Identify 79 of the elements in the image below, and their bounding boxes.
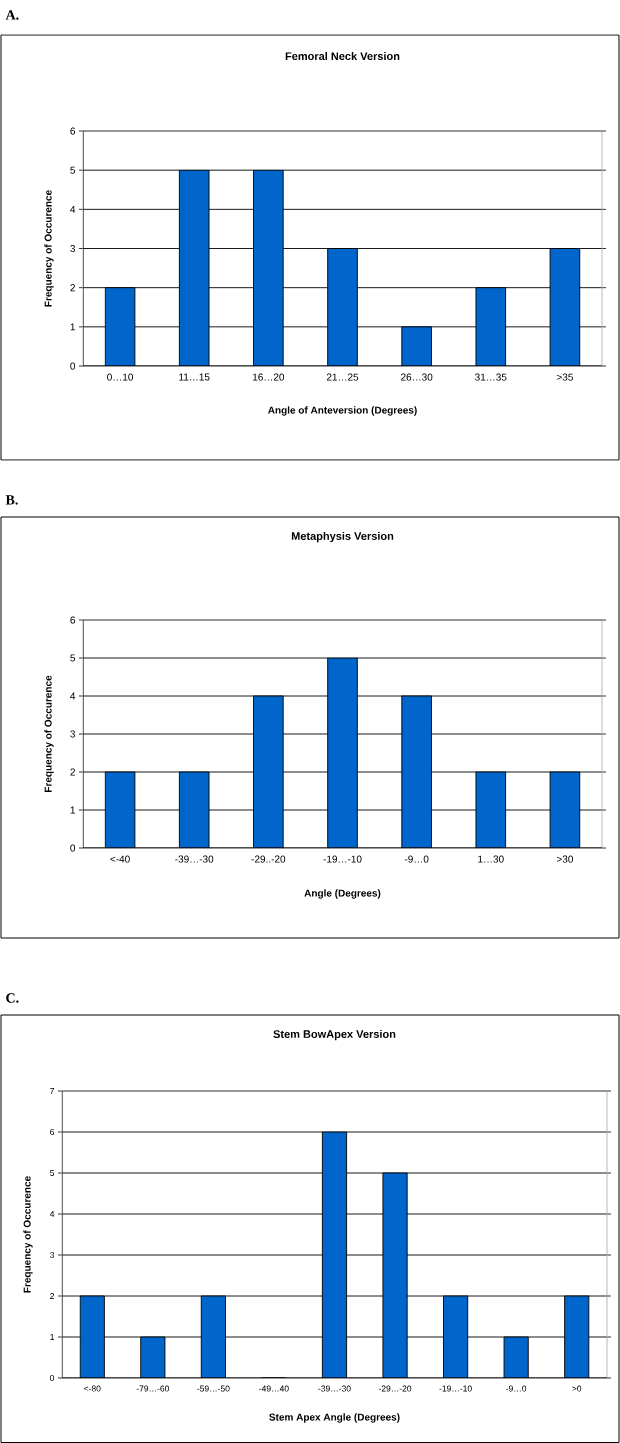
x-tick-label: >0: [572, 1385, 582, 1392]
bar: [327, 248, 358, 367]
y-tick-label: 6: [50, 1129, 55, 1136]
x-tick-label: 0…10: [107, 373, 134, 381]
bar: [253, 695, 284, 849]
y-tick-label: 1: [70, 323, 75, 331]
y-tick-label: 2: [70, 284, 75, 292]
y-tick-label: 3: [70, 730, 76, 738]
x-tick-label: 16…20: [253, 373, 285, 381]
y-tick-label: 0: [50, 1375, 55, 1382]
y-tick-label: 4: [70, 205, 76, 213]
bar: [200, 1295, 226, 1379]
x-tick-label: <-40: [110, 855, 130, 863]
y-tick-label: 4: [49, 1211, 55, 1217]
bar: [443, 1295, 469, 1379]
bar: [104, 771, 136, 849]
bar: [564, 1295, 590, 1379]
x-tick-label: -29…-20: [378, 1385, 412, 1392]
bar: [401, 695, 432, 849]
x-axis-title: Angle (Degrees): [304, 889, 381, 899]
y-tick-label: 4: [70, 692, 76, 700]
y-tick-label: 0: [70, 362, 76, 370]
y-tick-label: 0: [70, 844, 76, 852]
bar: [549, 248, 581, 367]
x-tick-label: -9…0: [506, 1385, 527, 1392]
y-tick-label: 6: [70, 127, 76, 135]
x-tick-label: -29..-20: [251, 855, 286, 863]
y-axis-title: Frequency of Occurence: [44, 675, 54, 792]
bar: [327, 657, 358, 849]
bar: [503, 1336, 529, 1379]
y-axis-title: Frequency of Occurence: [23, 1176, 33, 1293]
y-tick-label: 3: [70, 244, 76, 253]
x-tick-label: -59…-50: [197, 1385, 230, 1392]
bar: [253, 169, 284, 367]
bar: [401, 326, 432, 367]
x-axis-title: Stem Apex Angle (Degrees): [269, 1413, 400, 1423]
x-tick-label: -39…-30: [175, 855, 214, 863]
x-tick-label: >35: [556, 373, 573, 381]
text: C.: [6, 993, 19, 1003]
x-tick-label: -49…40: [259, 1385, 289, 1392]
x-tick-label: 31…35: [475, 373, 507, 381]
y-tick-label: 2: [50, 1293, 55, 1299]
x-tick-label: >30: [556, 855, 574, 863]
y-tick-label: 6: [70, 616, 76, 624]
chart-title: Femoral Neck Version: [285, 51, 400, 61]
x-tick-label: 11…15: [179, 373, 210, 381]
x-tick-label: 1…30: [478, 855, 504, 863]
y-tick-label: 5: [70, 166, 76, 174]
bar: [178, 771, 210, 849]
y-tick-label: 5: [50, 1170, 55, 1176]
x-tick-label: 26…30: [401, 373, 433, 381]
bar: [549, 771, 581, 849]
y-tick-label: 5: [70, 654, 76, 662]
y-tick-label: 2: [70, 768, 75, 776]
bar: [475, 287, 507, 367]
bar: [79, 1295, 105, 1379]
x-tick-label: <-80: [84, 1385, 101, 1392]
chart-title: Stem BowApex Version: [273, 1029, 396, 1041]
y-tick-label: 1: [70, 806, 75, 814]
x-tick-label: -79…-60: [136, 1385, 170, 1392]
bar: [178, 169, 210, 367]
bar: [475, 771, 507, 849]
x-axis-title: Angle of Anteversion (Degrees): [268, 406, 417, 416]
y-tick-label: 7: [50, 1088, 55, 1094]
text: B.: [5, 495, 18, 505]
chart-title: Metaphysis Version: [291, 531, 394, 543]
x-tick-label: -9…0: [404, 855, 429, 863]
text: A.: [5, 10, 19, 20]
x-tick-label: -39…-30: [318, 1385, 351, 1392]
x-tick-label: 21…25: [326, 373, 359, 381]
x-tick-label: -19…-10: [323, 855, 362, 863]
bar: [104, 287, 136, 367]
y-tick-label: 1: [50, 1334, 55, 1340]
x-tick-label: -19…-10: [439, 1385, 472, 1392]
y-tick-label: 3: [50, 1252, 55, 1259]
bar: [382, 1172, 408, 1379]
bar: [140, 1336, 166, 1379]
y-axis-title: Frequency of Occurence: [44, 190, 54, 307]
bar: [321, 1131, 348, 1379]
